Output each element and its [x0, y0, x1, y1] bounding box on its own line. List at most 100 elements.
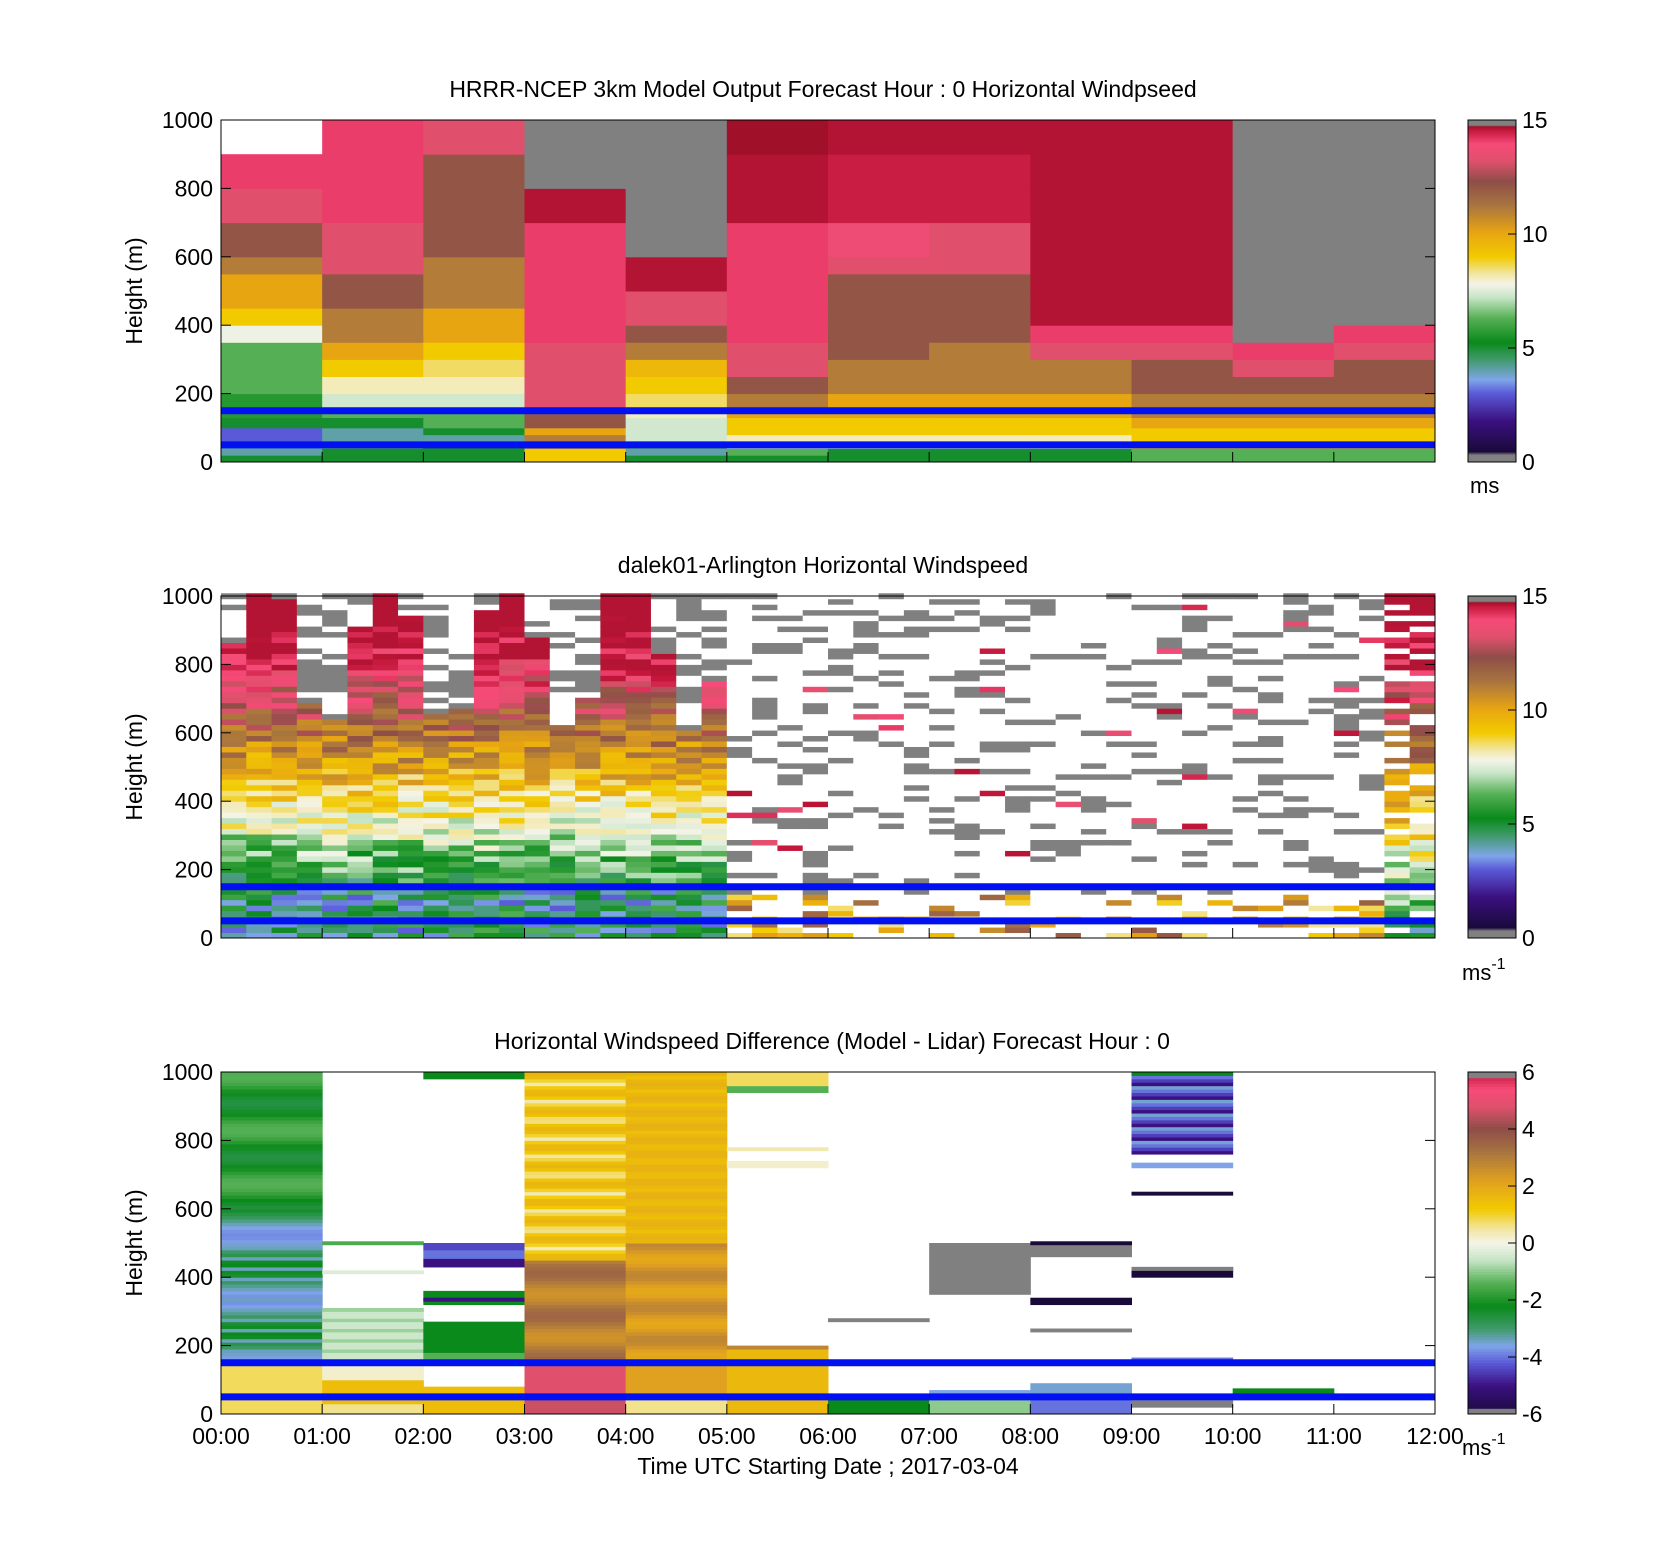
- heatmap-cell: [1384, 713, 1411, 720]
- heatmap-cell: [423, 730, 450, 737]
- heatmap-cell: [777, 812, 804, 819]
- heatmap-cell: [398, 746, 424, 753]
- heatmap-cell: [777, 839, 804, 846]
- heatmap-cell: [777, 779, 804, 786]
- heatmap-cell: [524, 1335, 627, 1340]
- heatmap-cell: [600, 839, 627, 846]
- heatmap-cell: [1030, 604, 1057, 611]
- heatmap-cell: [221, 719, 247, 726]
- heatmap-cell: [1106, 866, 1132, 873]
- heatmap-cell: [221, 877, 247, 884]
- heatmap-cell: [221, 675, 247, 682]
- heatmap-cell: [549, 905, 576, 912]
- colorbar-band: [1468, 1288, 1516, 1292]
- heatmap-cell: [524, 675, 551, 682]
- heatmap-cell: [1232, 653, 1259, 660]
- heatmap-cell: [1308, 735, 1335, 742]
- heatmap-cell: [954, 850, 981, 857]
- heatmap-cell: [1359, 713, 1385, 720]
- heatmap-cell: [1106, 844, 1132, 851]
- heatmap-cell: [701, 708, 728, 715]
- heatmap-cell: [221, 1222, 323, 1227]
- heatmap-cell: [1257, 806, 1284, 813]
- heatmap-cell: [1005, 773, 1031, 780]
- heatmap-cell: [423, 222, 525, 258]
- heatmap-cell: [1283, 680, 1310, 687]
- heatmap-cell: [726, 222, 829, 258]
- heatmap-cell: [1308, 817, 1335, 824]
- heatmap-cell: [448, 888, 475, 895]
- heatmap-cell: [473, 757, 500, 764]
- colorbar-band: [1468, 1200, 1516, 1204]
- heatmap-cell: [473, 691, 500, 698]
- heatmap-cell: [1283, 647, 1310, 654]
- heatmap-cell: [1080, 642, 1107, 649]
- heatmap-cell: [1055, 735, 1082, 742]
- heatmap-cell: [802, 697, 829, 704]
- heatmap-cell: [322, 609, 348, 616]
- heatmap-cell: [777, 932, 804, 939]
- heatmap-cell: [398, 844, 424, 851]
- heatmap-cell: [954, 637, 981, 644]
- heatmap-cell: [929, 708, 955, 715]
- heatmap-cell: [726, 757, 753, 764]
- colorbar-band: [1468, 1117, 1516, 1121]
- heatmap-cell: [347, 927, 374, 934]
- colorbar-band: [1468, 1163, 1516, 1167]
- heatmap-cell: [322, 806, 348, 813]
- heatmap-cell: [524, 1154, 627, 1158]
- heatmap-cell: [1182, 620, 1208, 627]
- heatmap-cell: [575, 620, 601, 627]
- heatmap-cell: [1333, 905, 1360, 912]
- heatmap-cell: [473, 773, 500, 780]
- heatmap-cell: [878, 872, 905, 879]
- heatmap-cell: [1055, 637, 1082, 644]
- heatmap-cell: [1359, 757, 1385, 764]
- heatmap-cell: [347, 866, 374, 873]
- heatmap-cell: [726, 751, 753, 758]
- heatmap-cell: [1131, 773, 1158, 780]
- heatmap-cell: [1156, 921, 1183, 928]
- heatmap-cell: [473, 702, 500, 709]
- heatmap-cell: [650, 784, 677, 791]
- heatmap-cell: [979, 675, 1006, 682]
- x-tick-label: 04:00: [597, 1423, 655, 1449]
- heatmap-cell: [903, 719, 930, 726]
- heatmap-cell: [1156, 855, 1183, 862]
- heatmap-cell: [726, 1147, 829, 1152]
- heatmap-cell: [853, 888, 880, 895]
- heatmap-cell: [1359, 609, 1385, 616]
- heatmap-cell: [726, 154, 829, 189]
- heatmap-cell: [322, 427, 424, 436]
- heatmap-cell: [1080, 697, 1107, 704]
- heatmap-cell: [600, 888, 627, 895]
- colorbar-band: [1468, 1351, 1516, 1355]
- heatmap-cell: [271, 899, 298, 906]
- heatmap-cell: [347, 790, 374, 797]
- heatmap-cell: [600, 861, 627, 868]
- heatmap-cell: [1005, 855, 1031, 862]
- heatmap-cell: [1030, 1328, 1132, 1333]
- heatmap-cell: [828, 427, 930, 436]
- heatmap-cell: [246, 598, 273, 605]
- heatmap-cell: [828, 675, 854, 682]
- heatmap-cell: [524, 1106, 627, 1111]
- heatmap-cell: [1055, 844, 1082, 851]
- heatmap-cell: [1359, 899, 1385, 906]
- heatmap-cell: [423, 741, 450, 747]
- heatmap-cell: [1333, 308, 1436, 326]
- heatmap-cell: [676, 620, 703, 627]
- heatmap-cell: [524, 762, 551, 769]
- heatmap-cell: [524, 899, 551, 906]
- heatmap-cell: [423, 735, 450, 742]
- heatmap-cell: [625, 746, 652, 753]
- heatmap-cell: [499, 626, 525, 633]
- heatmap-cell: [221, 746, 247, 753]
- heatmap-cell: [372, 598, 399, 605]
- heatmap-cell: [752, 828, 778, 835]
- heatmap-cell: [1283, 724, 1310, 731]
- panel-model: HRRR-NCEP 3km Model Output Forecast Hour…: [121, 76, 1548, 498]
- heatmap-cell: [1055, 697, 1082, 704]
- heatmap-cell: [929, 376, 1031, 395]
- heatmap-cell: [828, 741, 854, 747]
